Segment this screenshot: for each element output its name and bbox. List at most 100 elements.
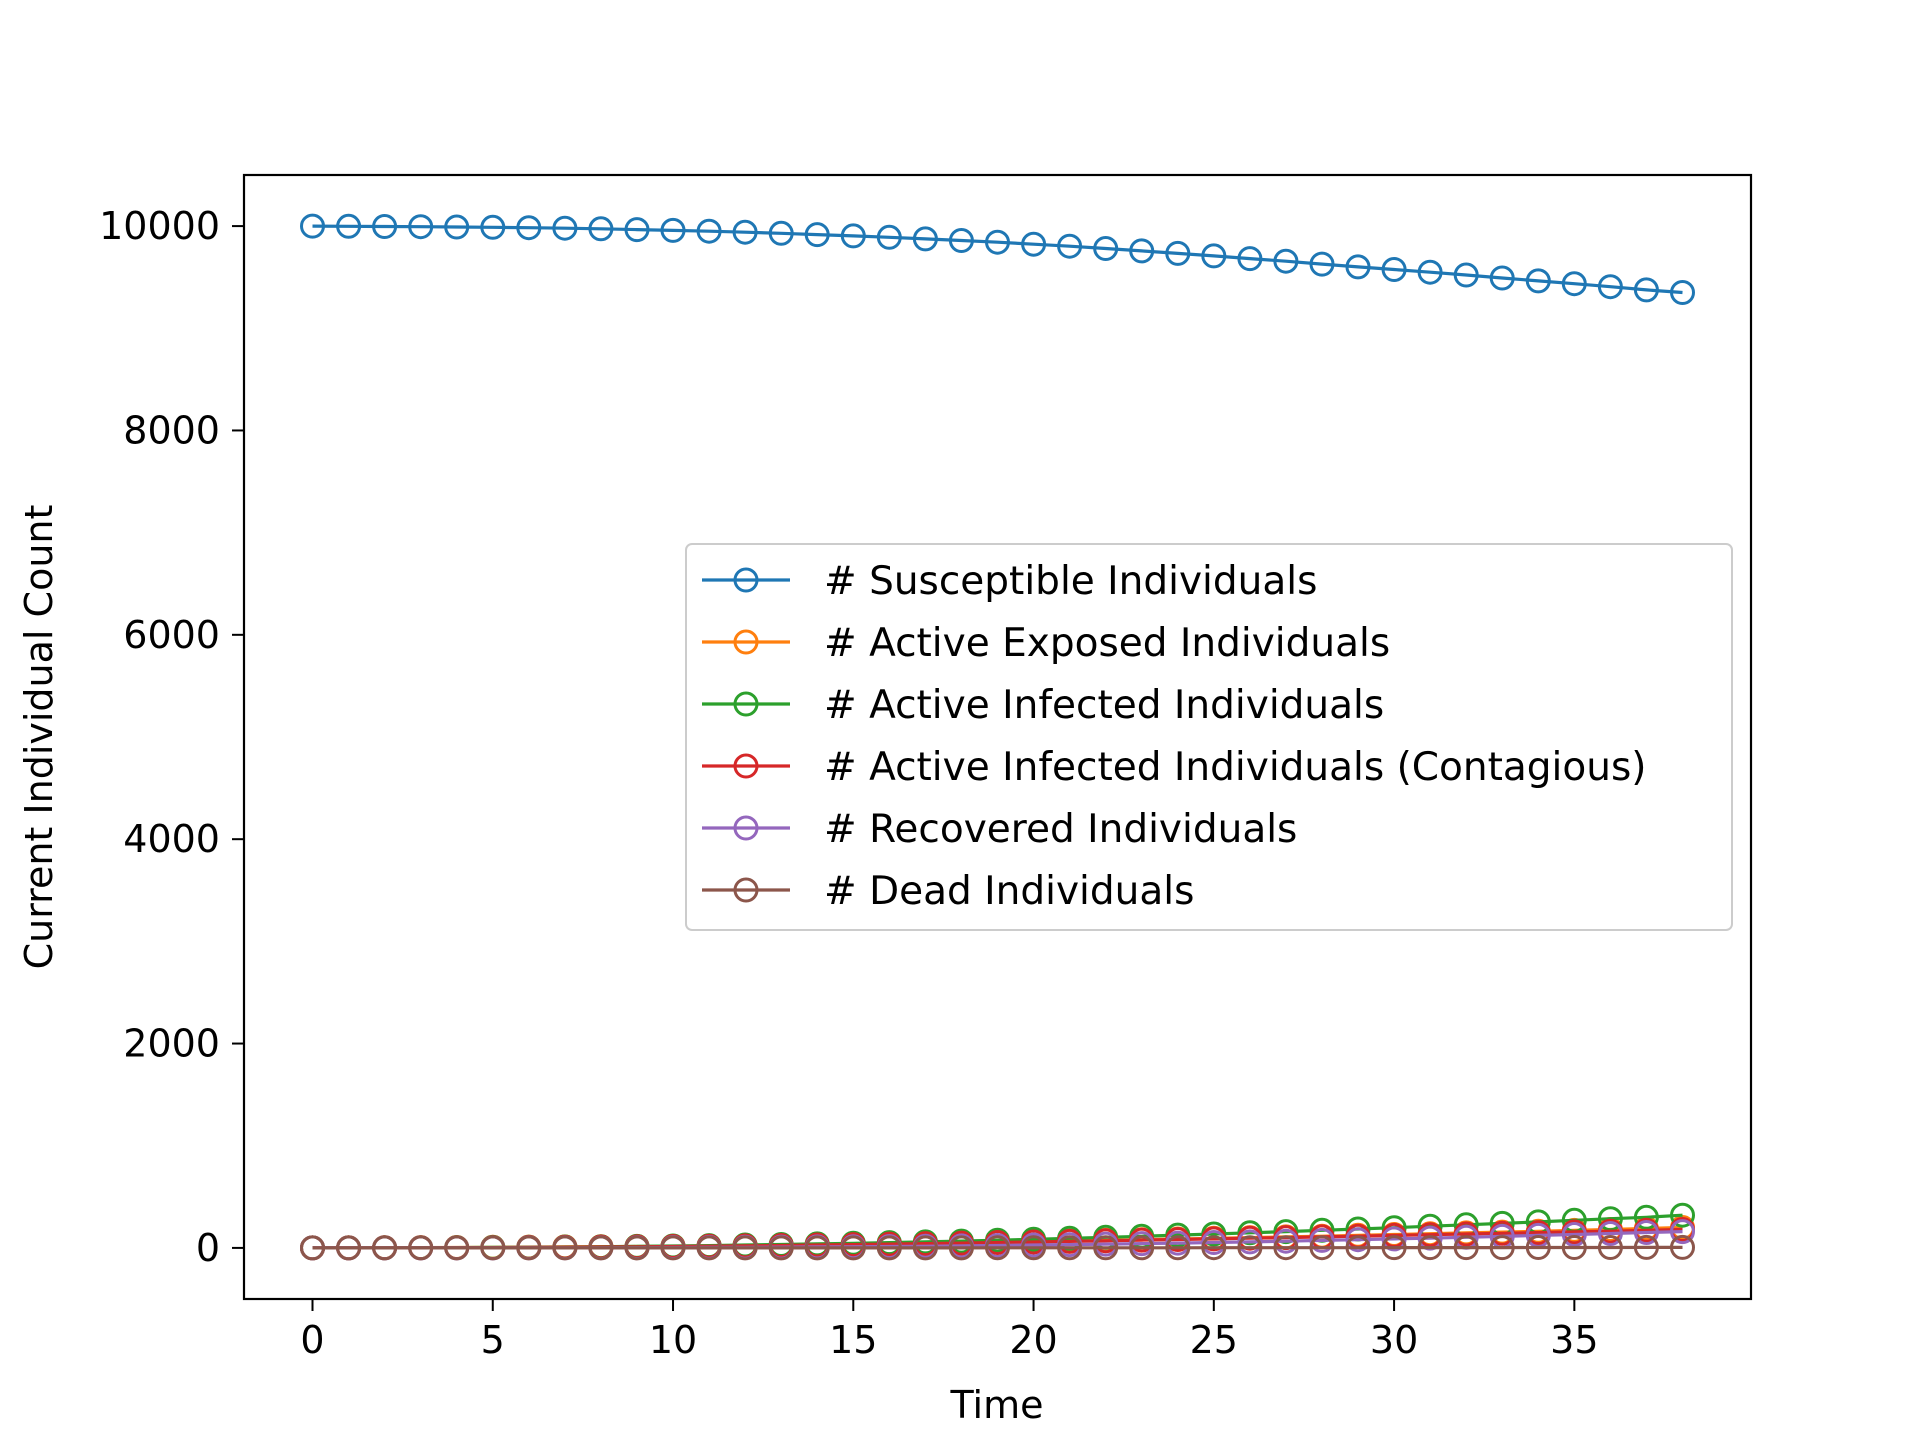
- data-point: [1525, 1235, 1551, 1260]
- legend-label: # Recovered Individuals: [824, 807, 1297, 852]
- legend-label: # Active Infected Individuals: [824, 683, 1384, 728]
- legend-marker: [733, 691, 759, 717]
- data-point: [1670, 1202, 1695, 1228]
- data-point: [696, 218, 722, 244]
- data-point: [1597, 1235, 1623, 1260]
- data-point: [768, 220, 794, 246]
- data-point: [1165, 240, 1191, 266]
- y-tick-label: 2000: [123, 1022, 220, 1066]
- data-point: [1633, 1234, 1659, 1260]
- x-tick-label: 35: [1550, 1318, 1598, 1362]
- legend-item: # Active Infected Individuals: [702, 683, 1384, 728]
- data-point: [1021, 231, 1047, 257]
- data-point: [624, 217, 650, 243]
- data-point: [1597, 274, 1623, 300]
- data-point: [804, 222, 830, 248]
- legend-label: # Susceptible Individuals: [824, 559, 1317, 604]
- series-0: [300, 213, 1695, 305]
- x-tick-label: 20: [1009, 1318, 1057, 1362]
- data-point: [948, 1235, 974, 1261]
- data-point: [660, 217, 686, 243]
- data-point: [1273, 1235, 1299, 1261]
- data-point: [1453, 262, 1479, 288]
- data-point: [912, 1235, 938, 1261]
- data-point: [1201, 243, 1227, 269]
- data-point: [372, 1235, 398, 1261]
- data-point: [840, 1235, 866, 1261]
- y-tick-label: 0: [196, 1226, 220, 1270]
- data-point: [372, 214, 398, 239]
- data-point: [1309, 1227, 1335, 1253]
- y-tick-label: 10000: [99, 204, 220, 248]
- data-point: [1489, 1235, 1515, 1261]
- x-tick-label: 0: [300, 1318, 324, 1362]
- data-point: [408, 214, 434, 240]
- data-point: [985, 229, 1010, 255]
- data-point: [336, 213, 362, 239]
- data-point: [1417, 1235, 1443, 1261]
- data-point: [480, 1235, 506, 1261]
- data-point: [408, 1235, 434, 1261]
- data-point: [516, 215, 542, 241]
- data-point: [1381, 1226, 1407, 1252]
- legend-marker: [733, 753, 759, 779]
- data-point: [1309, 1235, 1335, 1261]
- data-point: [1597, 1221, 1623, 1246]
- series-layer: [300, 213, 1695, 1261]
- data-point: [1525, 268, 1551, 294]
- legend-item: # Active Exposed Individuals: [702, 621, 1390, 666]
- data-point: [1670, 1234, 1695, 1260]
- data-point: [1273, 1228, 1299, 1254]
- legend-marker: [733, 629, 759, 655]
- data-point: [300, 213, 325, 239]
- data-point: [1489, 265, 1515, 291]
- legend-label: # Dead Individuals: [824, 869, 1194, 914]
- data-point: [660, 1235, 686, 1261]
- data-point: [768, 1235, 794, 1261]
- data-point: [696, 1235, 722, 1261]
- data-point: [1165, 1235, 1191, 1261]
- x-tick-label: 25: [1190, 1318, 1238, 1362]
- data-point: [444, 214, 470, 240]
- data-point: [1345, 254, 1371, 280]
- data-point: [876, 224, 902, 250]
- data-point: [1309, 251, 1335, 277]
- data-point: [840, 223, 866, 249]
- data-point: [552, 1235, 578, 1261]
- plot-frame: [242, 173, 1753, 1301]
- legend-box: [685, 543, 1733, 931]
- data-point: [1021, 1235, 1047, 1261]
- data-point: [912, 226, 938, 252]
- x-tick-label: 15: [829, 1318, 877, 1362]
- legend-marker: [733, 815, 759, 841]
- x-axis-label: Time: [950, 1383, 1044, 1427]
- data-point: [985, 1235, 1010, 1261]
- x-tick-label: 5: [481, 1318, 505, 1362]
- x-tick-label: 10: [649, 1318, 697, 1362]
- data-point: [336, 1235, 362, 1261]
- data-point: [1093, 1235, 1119, 1261]
- data-point: [1345, 1235, 1371, 1261]
- data-point: [588, 216, 614, 242]
- data-point: [1237, 246, 1263, 272]
- data-point: [300, 1235, 325, 1261]
- data-point: [1201, 1235, 1227, 1261]
- y-axis-label: Current Individual Count: [17, 505, 61, 970]
- data-point: [1633, 1220, 1659, 1245]
- series-5: [300, 1234, 1695, 1261]
- data-point: [444, 1235, 470, 1261]
- x-tick-label: 30: [1370, 1318, 1418, 1362]
- legend-item: # Active Infected Individuals (Contagiou…: [702, 745, 1647, 790]
- legend-item: # Recovered Individuals: [702, 807, 1297, 852]
- data-point: [1093, 236, 1119, 261]
- data-point: [1129, 238, 1155, 264]
- ticks-layer: 0 5 10 15 20 25 30 35 0 2000 4000 6000 8000 10000: [99, 204, 1598, 1362]
- data-point: [1381, 1235, 1407, 1261]
- data-point: [876, 1235, 902, 1261]
- data-point: [1670, 280, 1695, 305]
- data-point: [804, 1235, 830, 1261]
- data-point: [1381, 257, 1407, 282]
- data-point: [1633, 277, 1659, 303]
- y-tick-label: 4000: [123, 817, 220, 861]
